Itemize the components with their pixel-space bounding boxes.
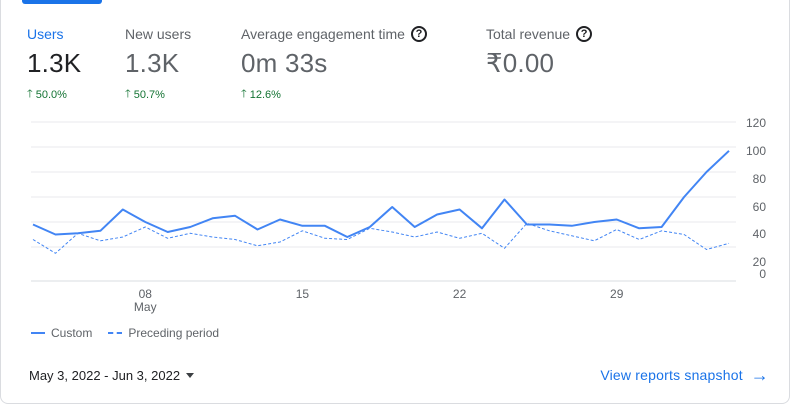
arrow-right-icon: → [750,365,769,385]
metric-label: Total revenue? [486,26,593,42]
x-tick-label: 22 [453,287,467,301]
arrow-up-icon: 🡑 [27,88,33,100]
series-line-custom [32,150,730,238]
y-tick-label: 120 [746,116,766,130]
y-axis-ticks: 120 100 80 60 40 200 [746,116,766,281]
y-tick-label: 80 [753,172,767,186]
metric-value: 0m 33s [241,48,328,78]
metric-total-revenue[interactable]: Total revenue? ₹0.00 [486,26,593,79]
view-reports-snapshot-link[interactable]: View reports snapshot → [600,365,769,385]
series-line-preceding-period [32,222,730,254]
metric-delta: 🡑 50.0% [27,85,81,104]
caret-down-icon [186,373,195,378]
metric-value: 1.3K [27,48,82,78]
help-icon[interactable]: ? [410,26,427,42]
help-icon[interactable]: ? [576,26,593,42]
date-range-selector[interactable]: May 3, 2022 - Jun 3, 2022 [29,368,195,383]
arrow-up-icon: 🡑 [241,88,247,100]
metric-label: Average engagement time? [241,26,427,42]
y-tick-label: 40 [753,227,767,241]
legend-item-custom: Custom [31,326,92,340]
dashed-line-swatch [108,332,123,334]
metric-average-engagement-time[interactable]: Average engagement time? 0m 33s 🡑 12.6% [241,26,427,104]
x-tick-label: 29 [610,287,624,301]
solid-line-swatch [31,332,45,334]
y-tick-label: 60 [753,200,767,214]
metric-label: Users [27,26,64,42]
arrow-up-icon: 🡑 [125,88,131,100]
active-metric-indicator [22,0,102,4]
chart-series [32,150,730,254]
metric-label: New users [125,26,192,42]
metric-delta: 🡑 50.7% [125,85,191,104]
y-tick-label: 0 [759,267,766,281]
x-tick-label: 08 [139,287,153,301]
metric-delta: 🡑 12.6% [241,85,427,104]
x-tick-sublabel: May [134,300,157,314]
chart-legend: Custom Preceding period [31,326,219,340]
x-tick-label: 15 [296,287,310,301]
metric-value: 1.3K [125,48,180,78]
y-tick-label: 100 [746,144,766,158]
metric-value: ₹0.00 [486,48,555,78]
legend-item-preceding-period: Preceding period [108,326,219,340]
metric-new-users[interactable]: New users 1.3K 🡑 50.7% [125,26,191,104]
metric-users[interactable]: Users 1.3K 🡑 50.0% [27,26,81,104]
chart-gridlines [31,121,736,282]
y-tick-label: 20 [753,255,767,269]
